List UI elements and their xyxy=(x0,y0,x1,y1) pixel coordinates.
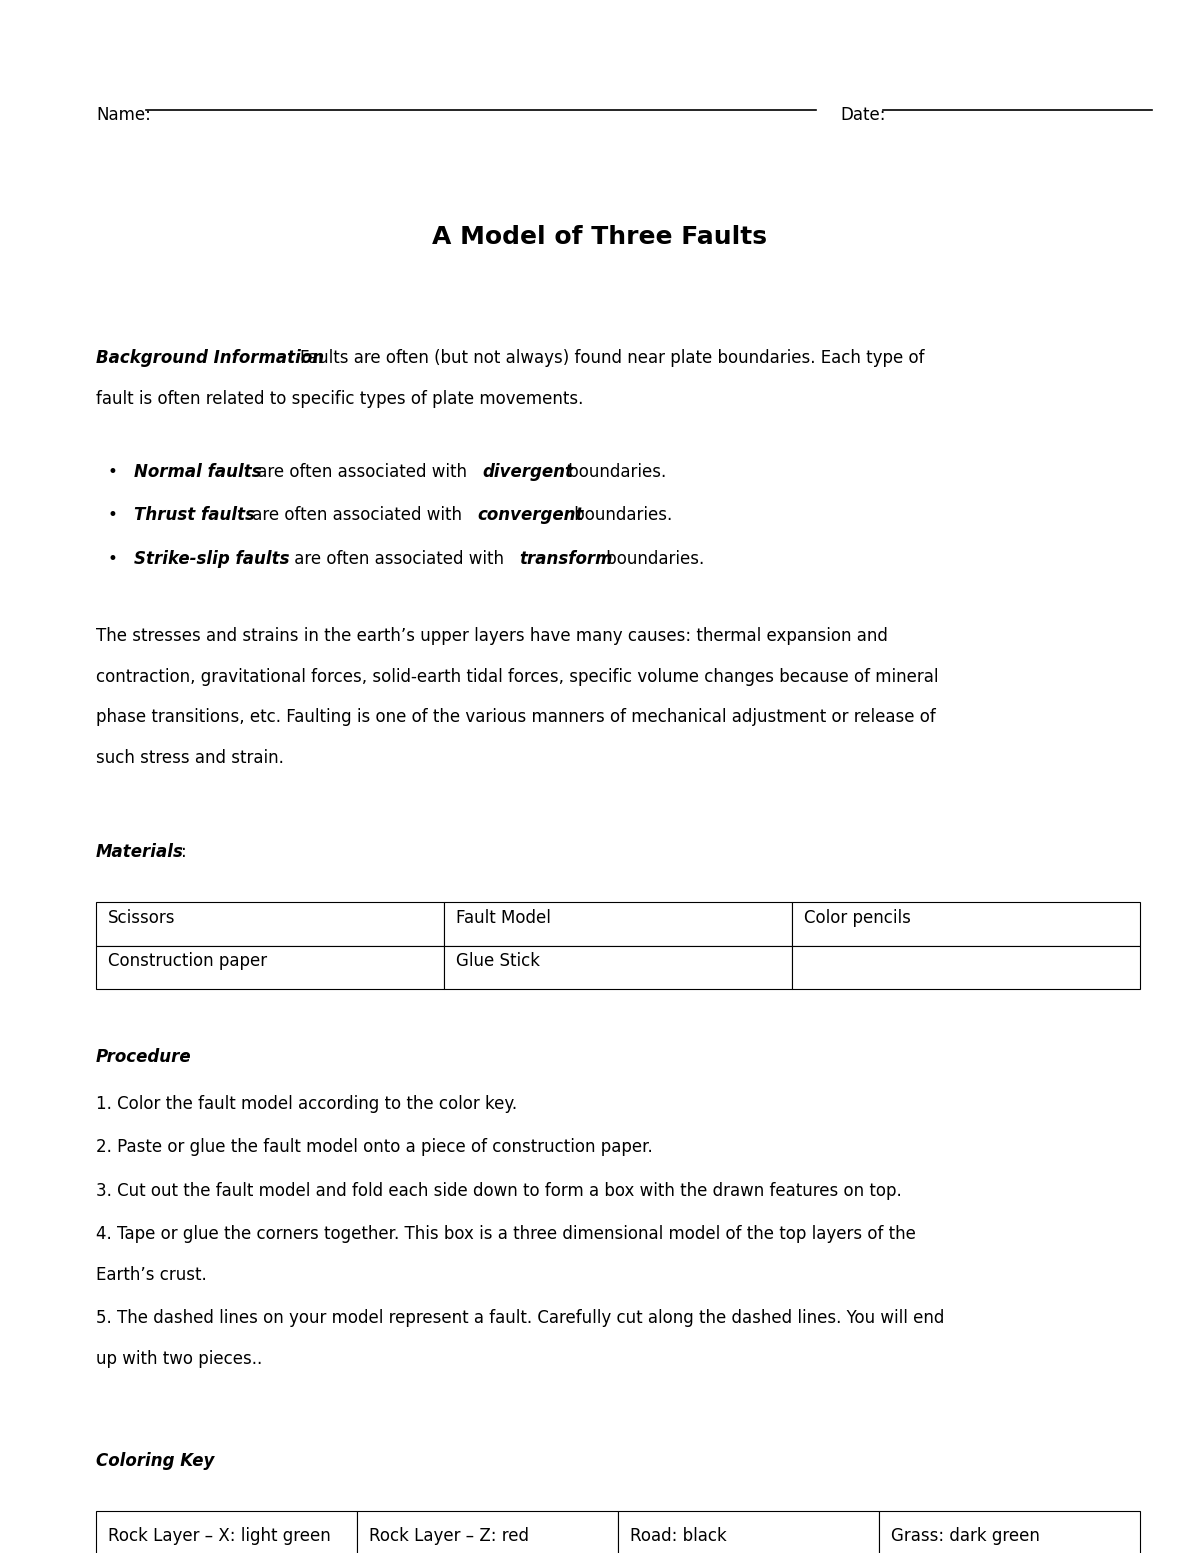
Text: are often associated with: are often associated with xyxy=(289,550,510,568)
Text: 2. Paste or glue the fault model onto a piece of construction paper.: 2. Paste or glue the fault model onto a … xyxy=(96,1138,653,1157)
Text: : Faults are often (but not always) found near plate boundaries. Each type of: : Faults are often (but not always) foun… xyxy=(289,349,925,368)
Text: such stress and strain.: such stress and strain. xyxy=(96,749,284,767)
Text: are often associated with: are often associated with xyxy=(252,463,473,481)
Text: Grass: dark green: Grass: dark green xyxy=(890,1527,1040,1545)
Text: transform: transform xyxy=(520,550,613,568)
Text: Color pencils: Color pencils xyxy=(804,909,911,927)
Text: boundaries.: boundaries. xyxy=(563,463,666,481)
Text: 3. Cut out the fault model and fold each side down to form a box with the drawn : 3. Cut out the fault model and fold each… xyxy=(96,1182,901,1200)
Text: :: : xyxy=(181,843,187,862)
Text: boundaries.: boundaries. xyxy=(601,550,704,568)
Text: Rock Layer – X: light green: Rock Layer – X: light green xyxy=(108,1527,331,1545)
Text: contraction, gravitational forces, solid-earth tidal forces, specific volume cha: contraction, gravitational forces, solid… xyxy=(96,668,938,686)
Text: fault is often related to specific types of plate movements.: fault is often related to specific types… xyxy=(96,390,583,408)
Text: boundaries.: boundaries. xyxy=(569,506,672,525)
Text: 5. The dashed lines on your model represent a fault. Carefully cut along the das: 5. The dashed lines on your model repres… xyxy=(96,1309,944,1328)
Text: phase transitions, etc. Faulting is one of the various manners of mechanical adj: phase transitions, etc. Faulting is one … xyxy=(96,708,936,727)
Text: Earth’s crust.: Earth’s crust. xyxy=(96,1266,206,1284)
Text: Date:: Date: xyxy=(840,106,886,124)
Text: Procedure: Procedure xyxy=(96,1048,192,1067)
Text: Background Information: Background Information xyxy=(96,349,324,368)
Text: Strike-slip faults: Strike-slip faults xyxy=(134,550,290,568)
Text: are often associated with: are often associated with xyxy=(247,506,468,525)
Text: Coloring Key: Coloring Key xyxy=(96,1452,215,1471)
Text: 4. Tape or glue the corners together. This box is a three dimensional model of t: 4. Tape or glue the corners together. Th… xyxy=(96,1225,916,1244)
Text: Name:: Name: xyxy=(96,106,151,124)
Text: Construction paper: Construction paper xyxy=(108,952,268,971)
Text: Glue Stick: Glue Stick xyxy=(456,952,540,971)
Text: Scissors: Scissors xyxy=(108,909,175,927)
Text: A Model of Three Faults: A Model of Three Faults xyxy=(432,225,768,248)
Text: Materials: Materials xyxy=(96,843,184,862)
Text: •: • xyxy=(108,550,118,568)
Text: divergent: divergent xyxy=(482,463,574,481)
Text: Road: black: Road: black xyxy=(630,1527,727,1545)
Text: The stresses and strains in the earth’s upper layers have many causes: thermal e: The stresses and strains in the earth’s … xyxy=(96,627,888,646)
Text: Rock Layer – Z: red: Rock Layer – Z: red xyxy=(370,1527,529,1545)
Text: :: : xyxy=(182,1048,188,1067)
Text: 1. Color the fault model according to the color key.: 1. Color the fault model according to th… xyxy=(96,1095,517,1114)
Text: Normal faults: Normal faults xyxy=(134,463,262,481)
Text: convergent: convergent xyxy=(478,506,584,525)
Text: Fault Model: Fault Model xyxy=(456,909,551,927)
Text: •: • xyxy=(108,463,118,481)
Text: •: • xyxy=(108,506,118,525)
Text: up with two pieces..: up with two pieces.. xyxy=(96,1350,263,1368)
Text: Thrust faults: Thrust faults xyxy=(134,506,256,525)
